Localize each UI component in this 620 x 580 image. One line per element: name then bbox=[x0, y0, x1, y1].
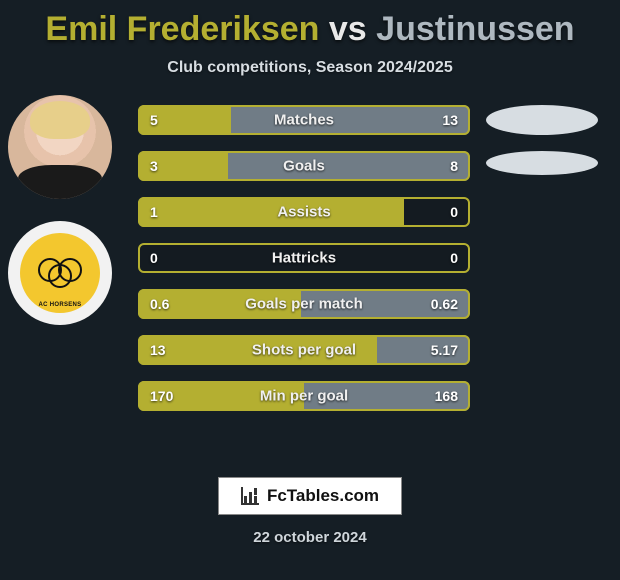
page-title: Emil Frederiksen vs Justinussen bbox=[0, 0, 620, 49]
club-rings-icon bbox=[38, 258, 82, 288]
brand-label: FcTables.com bbox=[267, 486, 379, 506]
stat-label: Assists bbox=[138, 204, 470, 221]
subtitle: Club competitions, Season 2024/2025 bbox=[0, 59, 620, 77]
stat-row: 170168Min per goal bbox=[138, 381, 470, 411]
chart-icon bbox=[241, 487, 259, 505]
date-label: 22 october 2024 bbox=[253, 529, 366, 546]
stat-label: Goals bbox=[138, 158, 470, 175]
stat-row: 38Goals bbox=[138, 151, 470, 181]
stat-row: 513Matches bbox=[138, 105, 470, 135]
footer: FcTables.com 22 october 2024 bbox=[0, 477, 620, 546]
stat-label: Goals per match bbox=[138, 296, 470, 313]
stat-label: Shots per goal bbox=[138, 342, 470, 359]
player-photo bbox=[8, 95, 112, 199]
player1-name: Emil Frederiksen bbox=[45, 10, 319, 48]
stats-bars: 513Matches 38Goals 10Assists 00Hattricks 0.6… bbox=[138, 105, 470, 411]
vs-label: vs bbox=[329, 10, 367, 48]
club-badge: AC HORSENS bbox=[8, 221, 112, 325]
brand-badge: FcTables.com bbox=[218, 477, 402, 515]
player2-name: Justinussen bbox=[376, 10, 574, 48]
player2-placeholder-oval bbox=[486, 105, 598, 135]
stat-label: Matches bbox=[138, 112, 470, 129]
club-badge-inner: AC HORSENS bbox=[20, 233, 100, 313]
stat-label: Hattricks bbox=[138, 250, 470, 267]
stat-row: 10Assists bbox=[138, 197, 470, 227]
player2-placeholder-oval bbox=[486, 151, 598, 175]
stat-row: 0.60.62Goals per match bbox=[138, 289, 470, 319]
stat-row: 135.17Shots per goal bbox=[138, 335, 470, 365]
club-badge-label: AC HORSENS bbox=[38, 302, 81, 308]
stat-label: Min per goal bbox=[138, 388, 470, 405]
stat-row: 00Hattricks bbox=[138, 243, 470, 273]
avatar-column: AC HORSENS bbox=[8, 95, 118, 325]
player2-ovals bbox=[486, 105, 606, 191]
comparison-content: AC HORSENS 513Matches 38Goals 10Assists 00H… bbox=[0, 105, 620, 411]
